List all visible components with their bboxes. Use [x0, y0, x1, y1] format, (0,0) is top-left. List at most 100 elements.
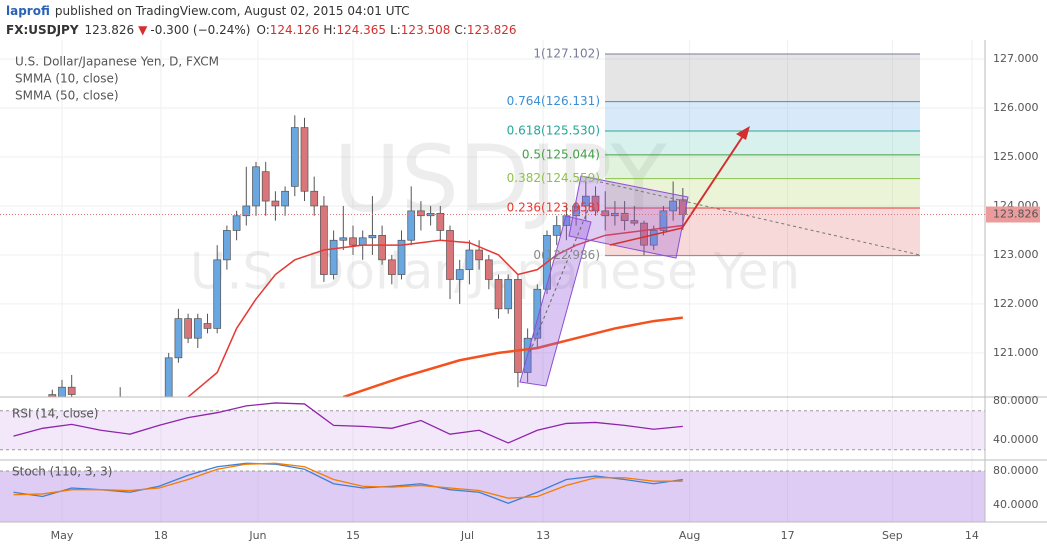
y-tick-label: 40.0000 [993, 498, 1039, 511]
symbol: FX:USDJPY [6, 23, 79, 37]
ohlc-label: O: [256, 23, 269, 37]
trend-line [609, 227, 683, 246]
candle-body [67, 386, 76, 395]
candle-body [465, 249, 474, 270]
candle-body [640, 222, 648, 246]
candle-body [368, 235, 377, 239]
candle-body [300, 127, 309, 192]
indicator-line [13, 462, 683, 499]
candle-body [252, 166, 260, 207]
candle-body [504, 279, 513, 310]
candle-body [436, 212, 445, 231]
price: 123.826 [85, 23, 135, 37]
candle-body [310, 190, 319, 207]
trend-line [529, 204, 591, 353]
last-price-label: 123.826 [993, 207, 1039, 220]
price-pane [48, 53, 920, 397]
candle-body [378, 235, 386, 261]
ohlc-value: 124.126 [270, 23, 320, 37]
channel [568, 175, 689, 259]
candle-body [494, 279, 503, 310]
published: published on TradingView.com, August 02,… [55, 4, 410, 18]
rsi-pane [0, 402, 985, 451]
fib-band [605, 101, 920, 132]
indicator-line [342, 316, 683, 397]
candle-body [455, 269, 464, 280]
x-tick-label: 14 [965, 529, 979, 542]
candle-body [620, 212, 629, 222]
candle-body [58, 386, 66, 397]
arrow: ▼ [138, 23, 148, 37]
candle-body [630, 220, 639, 224]
candle-body [601, 210, 610, 217]
candle-body [349, 237, 357, 246]
fib-band [605, 178, 920, 209]
x-tick-label: Jul [460, 529, 474, 542]
fib-label: 0.618(125.530) [507, 124, 600, 138]
candle-body [290, 127, 299, 187]
x-tick-label: Sep [882, 529, 903, 542]
fib-label: 0.236(123.958) [507, 201, 600, 215]
candle-body [281, 190, 289, 207]
indicator-line [13, 402, 683, 444]
candle-body [552, 225, 561, 236]
ohlc-value: 123.508 [401, 23, 451, 37]
candle-body [358, 237, 367, 246]
candle-body [271, 200, 280, 207]
band [0, 410, 985, 450]
candle-body [649, 230, 658, 246]
band [0, 470, 985, 522]
change: -0.300 (−0.24%) [150, 23, 250, 37]
fib-label: 0.764(126.131) [507, 94, 600, 108]
ohlc-label: L: [390, 23, 401, 37]
candle-body [339, 237, 348, 241]
candle-body [174, 318, 183, 359]
candle-body [475, 249, 483, 261]
y-tick-label: 40.0000 [993, 433, 1039, 446]
x-tick-label: 15 [346, 529, 360, 542]
candle-body [533, 288, 542, 339]
candle-body [184, 318, 192, 339]
last-price-box [986, 206, 1040, 223]
candle-body [669, 200, 677, 212]
legend-title: U.S. Dollar/Japanese Yen, D, FXCM [15, 55, 219, 69]
y-tick-label: 121.000 [993, 346, 1039, 359]
fib-band [605, 154, 920, 179]
candle-body [446, 230, 454, 280]
fib-band [605, 131, 920, 155]
x-tick-label: 13 [536, 529, 550, 542]
fib-label: 0.382(124.559) [507, 171, 600, 185]
y-tick-label: 80.0000 [993, 394, 1039, 407]
candle-body [397, 239, 406, 275]
y-tick-label: 123.000 [993, 248, 1039, 261]
ohlc-value: 123.826 [467, 23, 517, 37]
legend-entry: SMMA (10, close) [15, 72, 119, 86]
header-line: laprofi published on TradingView.com, Aug… [6, 4, 410, 18]
candle-body [426, 212, 435, 217]
candle-body [387, 259, 396, 275]
candle-body [417, 210, 425, 217]
y-tick-label: 125.000 [993, 150, 1039, 163]
y-tick-label: 127.000 [993, 52, 1039, 65]
candle-body [116, 396, 125, 397]
candle-body [193, 318, 202, 339]
x-tick-label: 17 [781, 529, 795, 542]
candle-body [329, 239, 338, 275]
trend-line [599, 181, 921, 256]
author: laprofi [6, 4, 50, 18]
candle-body [232, 215, 241, 231]
candle-body [514, 279, 522, 373]
candle-body [242, 205, 251, 217]
ohlc-label: H: [323, 23, 336, 37]
candle-body [203, 323, 212, 329]
candle-body [484, 259, 493, 280]
y-tick-label: 126.000 [993, 101, 1039, 114]
candle-body [213, 259, 222, 329]
x-tick-label: 18 [154, 529, 168, 542]
grid [0, 40, 985, 522]
y-tick-label: 80.0000 [993, 464, 1039, 477]
indicator-line [13, 462, 683, 504]
fib-label: 0.5(125.044) [522, 147, 600, 161]
indicator-line [187, 224, 683, 397]
